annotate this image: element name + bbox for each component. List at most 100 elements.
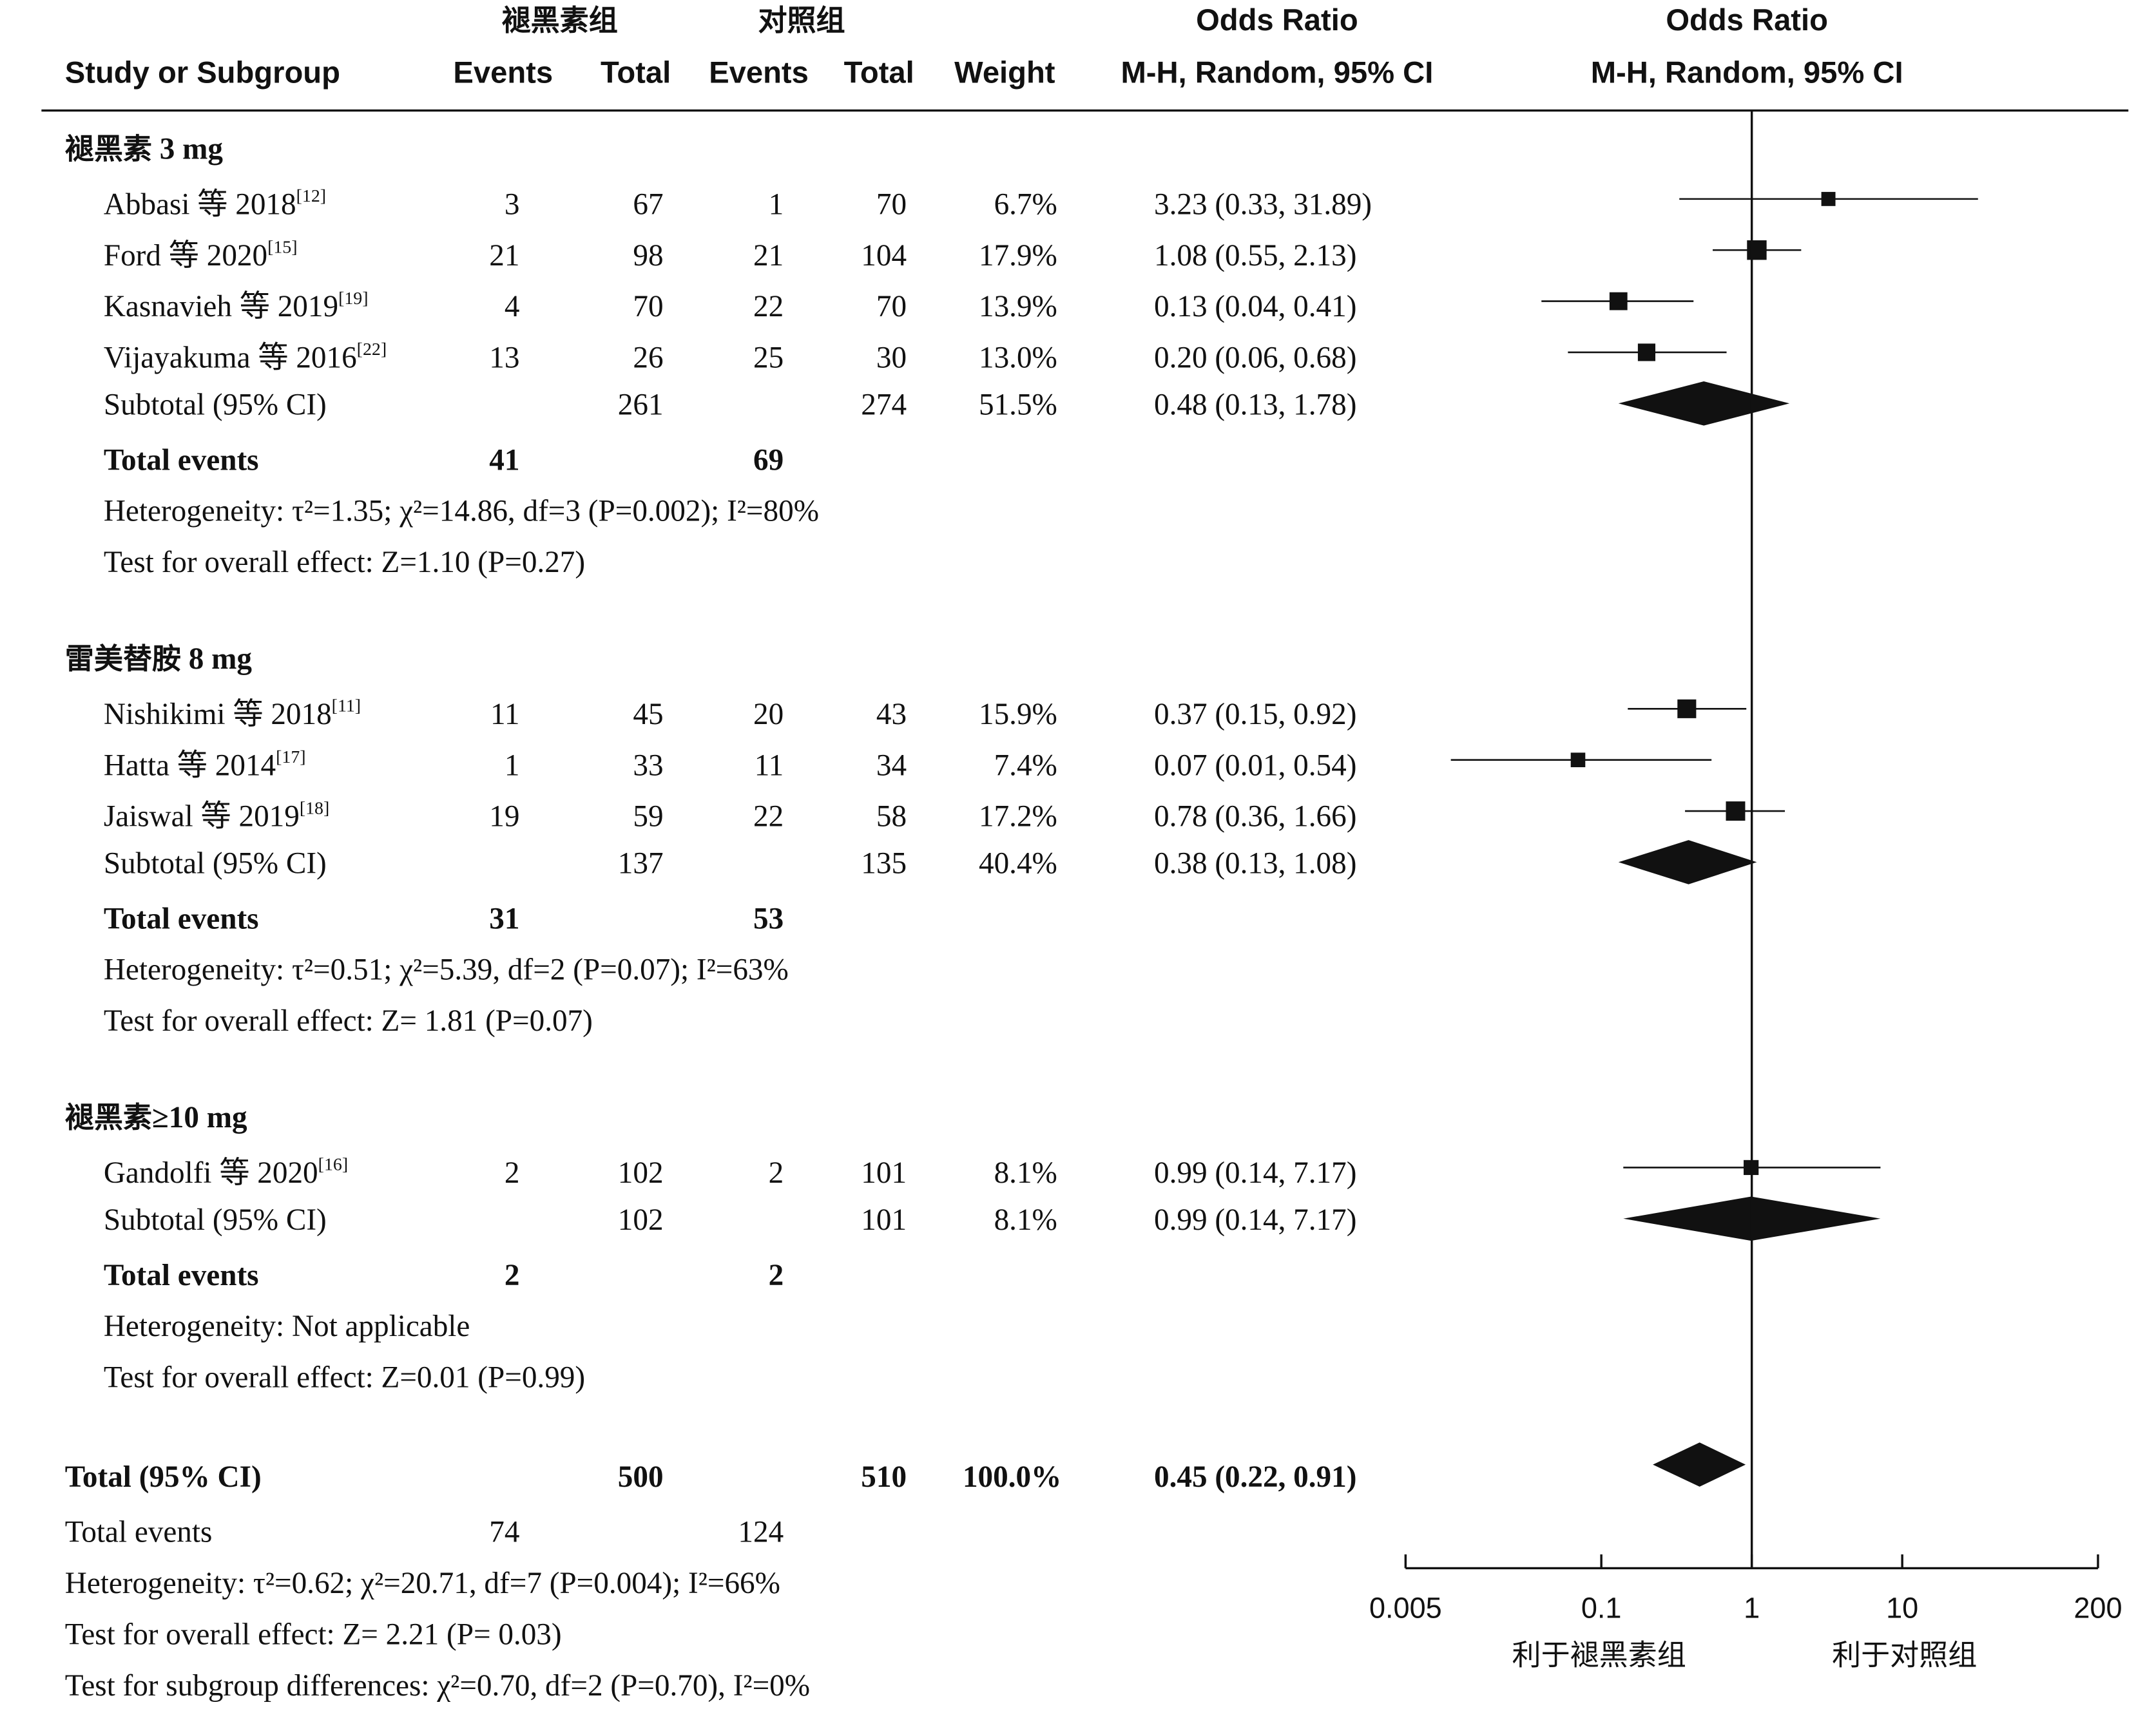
x-tick-label: 1: [1744, 1592, 1760, 1625]
study-reference: [22]: [357, 339, 387, 359]
total-events1: 41: [489, 443, 519, 477]
subgroup-title: 褪黑素≥10 mg: [65, 1100, 247, 1134]
total-events-label: Total events: [104, 443, 259, 477]
total1-value: 98: [633, 239, 663, 272]
weight-value: 17.9%: [979, 239, 1057, 272]
method-header-right: M-H, Random, 95% CI: [1591, 55, 1903, 90]
subgroup-title-dose: 3 mg: [152, 133, 223, 166]
events1-value: 4: [505, 290, 520, 323]
events1-value: 1: [505, 749, 520, 782]
weight-value: 13.9%: [979, 290, 1057, 323]
total2-value: 70: [876, 187, 907, 221]
subgroup-title-cjk: 雷美替胺: [65, 642, 181, 676]
subtotal-total2: 274: [861, 388, 907, 421]
events1-column-header: Events: [453, 55, 553, 90]
events1-value: 21: [489, 239, 519, 272]
subtotal-ci-value: 0.48 (0.13, 1.78): [1154, 388, 1356, 421]
study-name: Ford 等 2020[15]: [104, 238, 298, 272]
study-reference: [11]: [332, 696, 361, 716]
study-name: Jaiswal 等 2019[18]: [104, 798, 329, 833]
subgroup-title-dose: 8 mg: [181, 642, 252, 676]
overall-total1: 500: [618, 1460, 664, 1494]
study-name-text: Kasnavieh 等 2019: [104, 290, 338, 323]
total1-value: 45: [633, 698, 663, 731]
total2-value: 30: [876, 341, 907, 375]
pooled-diamond: [1618, 840, 1757, 884]
subtotal-ci-value: 0.38 (0.13, 1.08): [1154, 847, 1356, 881]
events2-column-header: Events: [709, 55, 809, 90]
method-header-left: M-H, Random, 95% CI: [1121, 55, 1433, 90]
study-reference: [16]: [318, 1155, 348, 1175]
overall-ci-value: 0.45 (0.22, 0.91): [1154, 1460, 1356, 1494]
study-point-estimate: [1637, 343, 1656, 361]
events2-value: 21: [753, 239, 784, 272]
events2-value: 20: [753, 698, 784, 731]
study-reference: [12]: [296, 186, 326, 206]
subtotal-ci-value: 0.99 (0.14, 7.17): [1154, 1203, 1356, 1237]
total-events2: 53: [753, 902, 784, 935]
study-name-text: Jaiswal 等 2019: [104, 800, 300, 834]
weight-value: 13.0%: [979, 341, 1057, 375]
study-point-estimate: [1677, 699, 1697, 718]
study-reference: [17]: [276, 747, 305, 767]
total2-column-header: Total: [844, 55, 914, 90]
overall-weight: 100.0%: [963, 1460, 1061, 1494]
total1-value: 26: [633, 341, 663, 375]
study-name: Nishikimi 等 2018[11]: [104, 696, 361, 731]
subgroup-title-cjk: 褪黑素: [65, 1100, 152, 1134]
study-point-estimate: [1821, 191, 1836, 206]
total2-value: 34: [876, 749, 907, 782]
subtotal-total2: 101: [861, 1203, 907, 1237]
total2-value: 101: [861, 1156, 907, 1190]
odds-ratio-ci-value: 0.37 (0.15, 0.92): [1154, 698, 1356, 731]
study-name: Abbasi 等 2018[12]: [104, 186, 326, 221]
subtotal-total1: 261: [618, 388, 664, 421]
total2-value: 58: [876, 800, 907, 834]
study-name-text: Abbasi 等 2018: [104, 187, 296, 221]
overall-events-label: Total events: [65, 1516, 213, 1549]
subtotal-weight: 51.5%: [979, 388, 1057, 421]
study-point-estimate: [1609, 292, 1628, 310]
total1-value: 67: [633, 187, 663, 221]
overall-effect-test: Test for overall effect: Z= 2.21 (P= 0.0…: [65, 1618, 562, 1651]
events2-value: 22: [753, 800, 784, 834]
subtotal-total2: 135: [861, 847, 907, 881]
odds-ratio-ci-value: 3.23 (0.33, 31.89): [1154, 187, 1372, 221]
total1-column-header: Total: [601, 55, 671, 90]
overall-events1: 74: [489, 1516, 519, 1549]
subgroup-title-cjk: 褪黑素: [65, 132, 152, 166]
total-events-label: Total events: [104, 1259, 259, 1292]
favours-left-label: 利于褪黑素组: [1512, 1638, 1686, 1672]
odds-ratio-ci-value: 0.07 (0.01, 0.54): [1154, 749, 1356, 782]
events2-value: 25: [753, 341, 784, 375]
pooled-diamond: [1618, 381, 1790, 426]
odds-ratio-ci-value: 1.08 (0.55, 2.13): [1154, 239, 1356, 272]
study-name-text: Hatta 等 2014: [104, 749, 276, 782]
study-name: Kasnavieh 等 2019[19]: [104, 289, 369, 323]
total2-value: 70: [876, 290, 907, 323]
heterogeneity-text: Heterogeneity: τ²=1.35; χ²=14.86, df=3 (…: [104, 495, 819, 528]
study-name: Vijayakuma 等 2016[22]: [104, 339, 387, 374]
subtotal-weight: 40.4%: [979, 847, 1057, 881]
study-name-text: Ford 等 2020: [104, 239, 267, 272]
table-body: 褪黑素 3 mg Abbasi 等 2018[12] 3 67 1 70 6.7% 3.23 …: [65, 132, 1372, 1703]
events2-value: 2: [769, 1156, 784, 1190]
overall-events2: 124: [738, 1516, 784, 1549]
study-point-estimate: [1726, 801, 1746, 821]
odds-ratio-title-right: Odds Ratio: [1666, 3, 1828, 37]
pooled-diamond: [1653, 1442, 1746, 1487]
odds-ratio-title-left: Odds Ratio: [1196, 3, 1358, 37]
overall-effect-text: Test for overall effect: Z=0.01 (P=0.99): [104, 1361, 585, 1394]
subgroup-title-dose: ≥10 mg: [152, 1101, 247, 1134]
events1-value: 2: [505, 1156, 520, 1190]
study-reference: [15]: [267, 238, 297, 258]
subgroup-title: 雷美替胺 8 mg: [65, 642, 253, 676]
study-reference: [18]: [300, 798, 329, 818]
study-column-header: Study or Subgroup: [65, 55, 340, 90]
subgroup-differences-test: Test for subgroup differences: χ²=0.70, …: [65, 1669, 810, 1703]
weight-value: 15.9%: [979, 698, 1057, 731]
subtotal-total1: 137: [618, 847, 664, 881]
total-events1: 2: [505, 1259, 520, 1292]
